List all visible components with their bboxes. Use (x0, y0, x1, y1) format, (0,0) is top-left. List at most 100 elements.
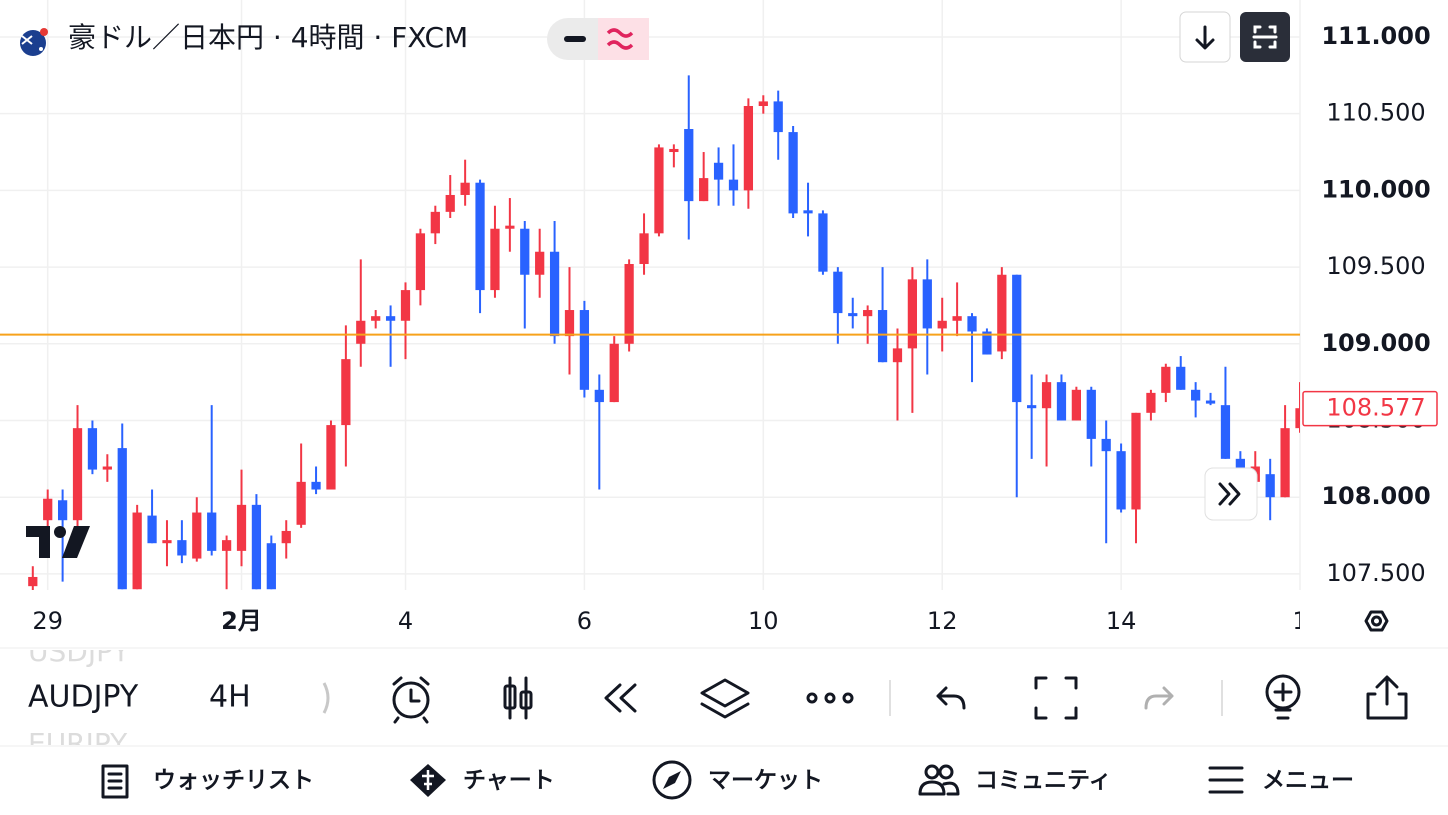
plot (0, 75, 1300, 590)
alert-icon[interactable] (392, 681, 430, 719)
fullscreen-icon (1252, 25, 1278, 49)
candle-body (505, 225, 515, 229)
candle-body (296, 481, 306, 525)
nav-label[interactable]: メニュー (1262, 768, 1354, 794)
y-axis: 107.500108.000108.500109.000109.500110.0… (1321, 22, 1430, 587)
undo-icon[interactable] (936, 686, 966, 710)
candle-body (922, 279, 932, 329)
candle-body (833, 271, 843, 314)
x-axis: 29 2月 4 6 10 12 14 1 (32, 607, 1300, 635)
candles-icon-body2 (519, 690, 533, 710)
last-price-label: 108.577 (1326, 394, 1425, 422)
y-tick-label: 109.500 (1326, 252, 1425, 280)
candle-body (803, 210, 813, 214)
nav-label[interactable]: コミュニティ (975, 768, 1112, 794)
add-indicator-icon[interactable] (1265, 674, 1301, 710)
more-dot (824, 692, 836, 704)
candle-body (937, 320, 947, 329)
down-arrow-icon (1195, 25, 1215, 50)
candle-body (57, 500, 68, 521)
candles-icon-body[interactable] (503, 684, 517, 710)
flag-dot (40, 28, 48, 36)
fit-icon[interactable] (1034, 676, 1078, 720)
candle-body (266, 543, 276, 590)
candle-body (415, 233, 426, 291)
bottom-nav (101, 760, 1244, 800)
markets-icon[interactable] (652, 760, 692, 800)
candle-body (535, 251, 545, 275)
settings-icon[interactable] (1364, 610, 1389, 632)
candle-body (713, 162, 724, 180)
x-tick-label: 10 (748, 607, 779, 635)
candle-body (997, 274, 1007, 352)
candle-body (490, 228, 500, 291)
interval-scroll-edge (322, 682, 330, 714)
candle-body (594, 389, 604, 403)
market-closed-icon (564, 36, 586, 42)
tradingview-logo (26, 526, 90, 558)
candle-body (863, 310, 873, 317)
replay-icon[interactable] (604, 683, 637, 713)
candle-body (684, 129, 694, 202)
candle-body (1056, 382, 1067, 421)
candle-body (877, 310, 888, 363)
nav-labels: ウォッチリスト チャート マーケット コミュニティ メニュー (153, 768, 1354, 794)
candle-body (952, 316, 962, 321)
toolbar: USDJPY AUDJPY EURJPY (28, 635, 139, 760)
candle-body (475, 182, 485, 291)
candle-body (1146, 392, 1156, 413)
candle-body (221, 540, 232, 551)
candle-body (1086, 389, 1096, 439)
scroll-to-realtime[interactable] (1204, 467, 1258, 521)
candle-body (1012, 274, 1022, 403)
watchlist-icon[interactable] (101, 764, 129, 799)
x-tick-label: 12 (927, 607, 958, 635)
nav-label[interactable]: チャート (463, 768, 555, 794)
candle-body (192, 512, 202, 559)
community-icon[interactable] (924, 764, 940, 780)
candle-body (982, 331, 992, 355)
flag-cross (21, 35, 33, 45)
candle-body (967, 316, 977, 332)
candle-body (773, 101, 783, 133)
interval[interactable]: 4H (209, 680, 251, 715)
flag-star (39, 47, 43, 51)
more-dot[interactable] (806, 692, 818, 704)
y-tick-label: 111.000 (1321, 22, 1430, 50)
candle-body (1176, 366, 1186, 390)
candle-body (132, 512, 142, 590)
layers-icon[interactable] (700, 678, 750, 719)
grid (0, 0, 1301, 590)
x-tick-label: 29 (32, 607, 63, 635)
alert-icon-hands (392, 676, 430, 724)
logo-t (26, 526, 50, 558)
candle-body (207, 512, 217, 551)
last-price-box (1302, 390, 1438, 427)
candle-body (1295, 408, 1300, 429)
toolbar-icons (392, 674, 1408, 724)
nav-label[interactable]: マーケット (708, 768, 823, 794)
symbol[interactable]: AUDJPY (28, 680, 139, 715)
candles-icon-wicks (508, 676, 528, 720)
candle-body (624, 264, 634, 344)
menu-icon[interactable] (1208, 766, 1244, 794)
candle-body (147, 515, 157, 544)
candle-body (28, 576, 38, 587)
candle-body (445, 194, 455, 212)
delayed-icon (606, 28, 634, 50)
candle-body (788, 132, 798, 214)
candle-body (1071, 389, 1081, 421)
candle-body (1101, 438, 1111, 452)
candle-body (669, 148, 679, 153)
share-icon[interactable] (1366, 675, 1408, 720)
candle-body (251, 504, 262, 590)
x-tick-label: 6 (577, 607, 592, 635)
nav-label[interactable]: ウォッチリスト (153, 768, 314, 794)
candle-body (1265, 474, 1275, 498)
symbol-next[interactable]: EURJPY (28, 727, 128, 760)
logo-v (62, 526, 90, 558)
symbol-prev[interactable]: USDJPY (28, 635, 130, 668)
logo-dot (54, 526, 66, 538)
redo-icon[interactable] (1144, 686, 1174, 710)
